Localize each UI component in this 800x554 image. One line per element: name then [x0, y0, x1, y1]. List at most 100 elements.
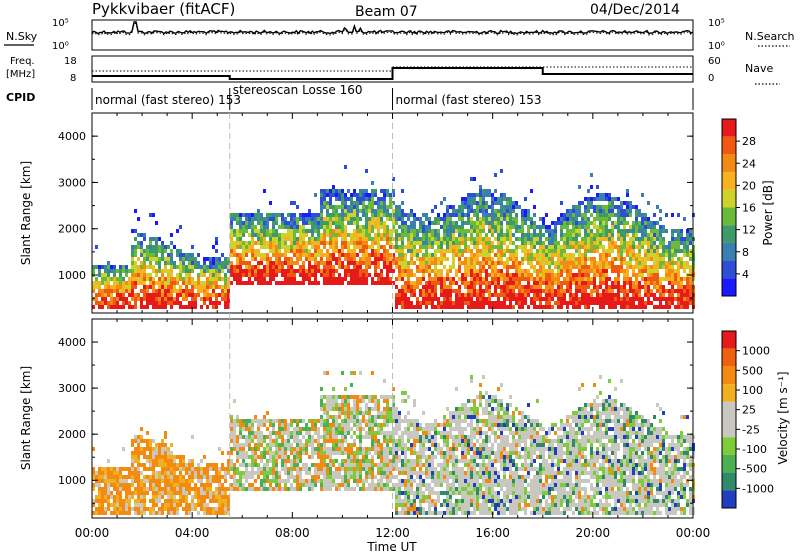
heatmap-cell: [431, 293, 434, 297]
heatmap-cell: [101, 273, 104, 277]
heatmap-cell: [149, 483, 152, 487]
heatmap-cell: [584, 277, 587, 281]
heatmap-cell: [452, 221, 455, 225]
heatmap-cell: [248, 447, 251, 451]
heatmap-cell: [197, 487, 200, 491]
heatmap-cell: [179, 265, 182, 269]
heatmap-cell: [431, 237, 434, 241]
heatmap-cell: [323, 193, 326, 197]
heatmap-cell: [617, 205, 620, 209]
heatmap-cell: [263, 467, 266, 471]
heatmap-cell: [119, 285, 122, 289]
heatmap-cell: [524, 237, 527, 241]
heatmap-cell: [416, 241, 419, 245]
heatmap-cell: [452, 205, 455, 209]
heatmap-cell: [323, 265, 326, 269]
heatmap-cell: [509, 197, 512, 201]
heatmap-cell: [656, 221, 659, 225]
heatmap-cell: [116, 491, 119, 495]
heatmap-cell: [332, 253, 335, 257]
heatmap-cell: [248, 249, 251, 253]
heatmap-cell: [155, 459, 158, 463]
heatmap-cell: [227, 305, 230, 309]
heatmap-cell: [440, 301, 443, 305]
heatmap-cell: [257, 439, 260, 443]
heatmap-cell: [245, 225, 248, 229]
heatmap-cell: [524, 241, 527, 245]
heatmap-cell: [158, 479, 161, 483]
heatmap-cell: [272, 431, 275, 435]
heatmap-cell: [356, 265, 359, 269]
heatmap-cell: [476, 229, 479, 233]
heatmap-cell: [335, 467, 338, 471]
heatmap-cell: [584, 213, 587, 217]
heatmap-cell: [164, 245, 167, 249]
heatmap-cell: [149, 249, 152, 253]
heatmap-cell: [284, 443, 287, 447]
heatmap-cell: [338, 273, 341, 277]
heatmap-cell: [389, 281, 392, 285]
heatmap-cell: [389, 197, 392, 201]
heatmap-cell: [224, 285, 227, 289]
heatmap-cell: [386, 273, 389, 277]
heatmap-cell: [608, 197, 611, 201]
heatmap-cell: [158, 269, 161, 273]
heatmap-cell: [401, 305, 404, 309]
heatmap-cell: [197, 285, 200, 289]
heatmap-cell: [461, 205, 464, 209]
heatmap-cell: [290, 273, 293, 277]
heatmap-cell: [221, 475, 224, 479]
heatmap-cell: [587, 221, 590, 225]
heatmap-cell: [497, 269, 500, 273]
heatmap-cell: [269, 447, 272, 451]
heatmap-cell: [452, 265, 455, 269]
heatmap-cell: [401, 249, 404, 253]
heatmap-cell: [602, 269, 605, 273]
heatmap-cell: [653, 257, 656, 261]
heatmap-cell: [335, 269, 338, 273]
heatmap-cell: [341, 197, 344, 201]
heatmap-cell: [137, 241, 140, 245]
heatmap-cell: [413, 293, 416, 297]
heatmap-cell: [320, 467, 323, 471]
heatmap-cell: [479, 217, 482, 221]
heatmap-cell: [425, 261, 428, 265]
heatmap-cell: [392, 189, 395, 193]
heatmap-cell: [188, 479, 191, 483]
heatmap-cell: [131, 253, 134, 257]
heatmap-cell: [626, 289, 629, 293]
heatmap-cell: [476, 253, 479, 257]
heatmap-cell: [338, 217, 341, 221]
heatmap-cell: [191, 463, 194, 467]
heatmap-cell: [407, 297, 410, 301]
heatmap-cell: [320, 241, 323, 245]
heatmap-cell: [158, 455, 161, 459]
heatmap-cell: [419, 293, 422, 297]
heatmap-cell: [293, 249, 296, 253]
heatmap-cell: [251, 237, 254, 241]
heatmap-cell: [203, 293, 206, 297]
heatmap-cell: [596, 225, 599, 229]
heatmap-cell: [185, 499, 188, 503]
heatmap-cell: [92, 475, 95, 479]
heatmap-cell: [593, 269, 596, 273]
heatmap-cell: [296, 245, 299, 249]
heatmap-cell: [677, 245, 680, 249]
heatmap-cell: [317, 467, 320, 471]
heatmap-cell: [206, 495, 209, 499]
heatmap-cell: [113, 281, 116, 285]
heatmap-cell: [566, 221, 569, 225]
heatmap-cell: [422, 277, 425, 281]
heatmap-cell: [203, 499, 206, 503]
heatmap-cell: [149, 447, 152, 451]
heatmap-cell: [551, 285, 554, 289]
heatmap-cell: [482, 249, 485, 253]
heatmap-cell: [158, 281, 161, 285]
heatmap-cell: [233, 265, 236, 269]
heatmap-cell: [329, 423, 332, 427]
heatmap-cell: [314, 281, 317, 285]
heatmap-cell: [686, 249, 689, 253]
heatmap-cell: [137, 293, 140, 297]
heatmap-cell: [113, 265, 116, 269]
heatmap-cell: [326, 431, 329, 435]
